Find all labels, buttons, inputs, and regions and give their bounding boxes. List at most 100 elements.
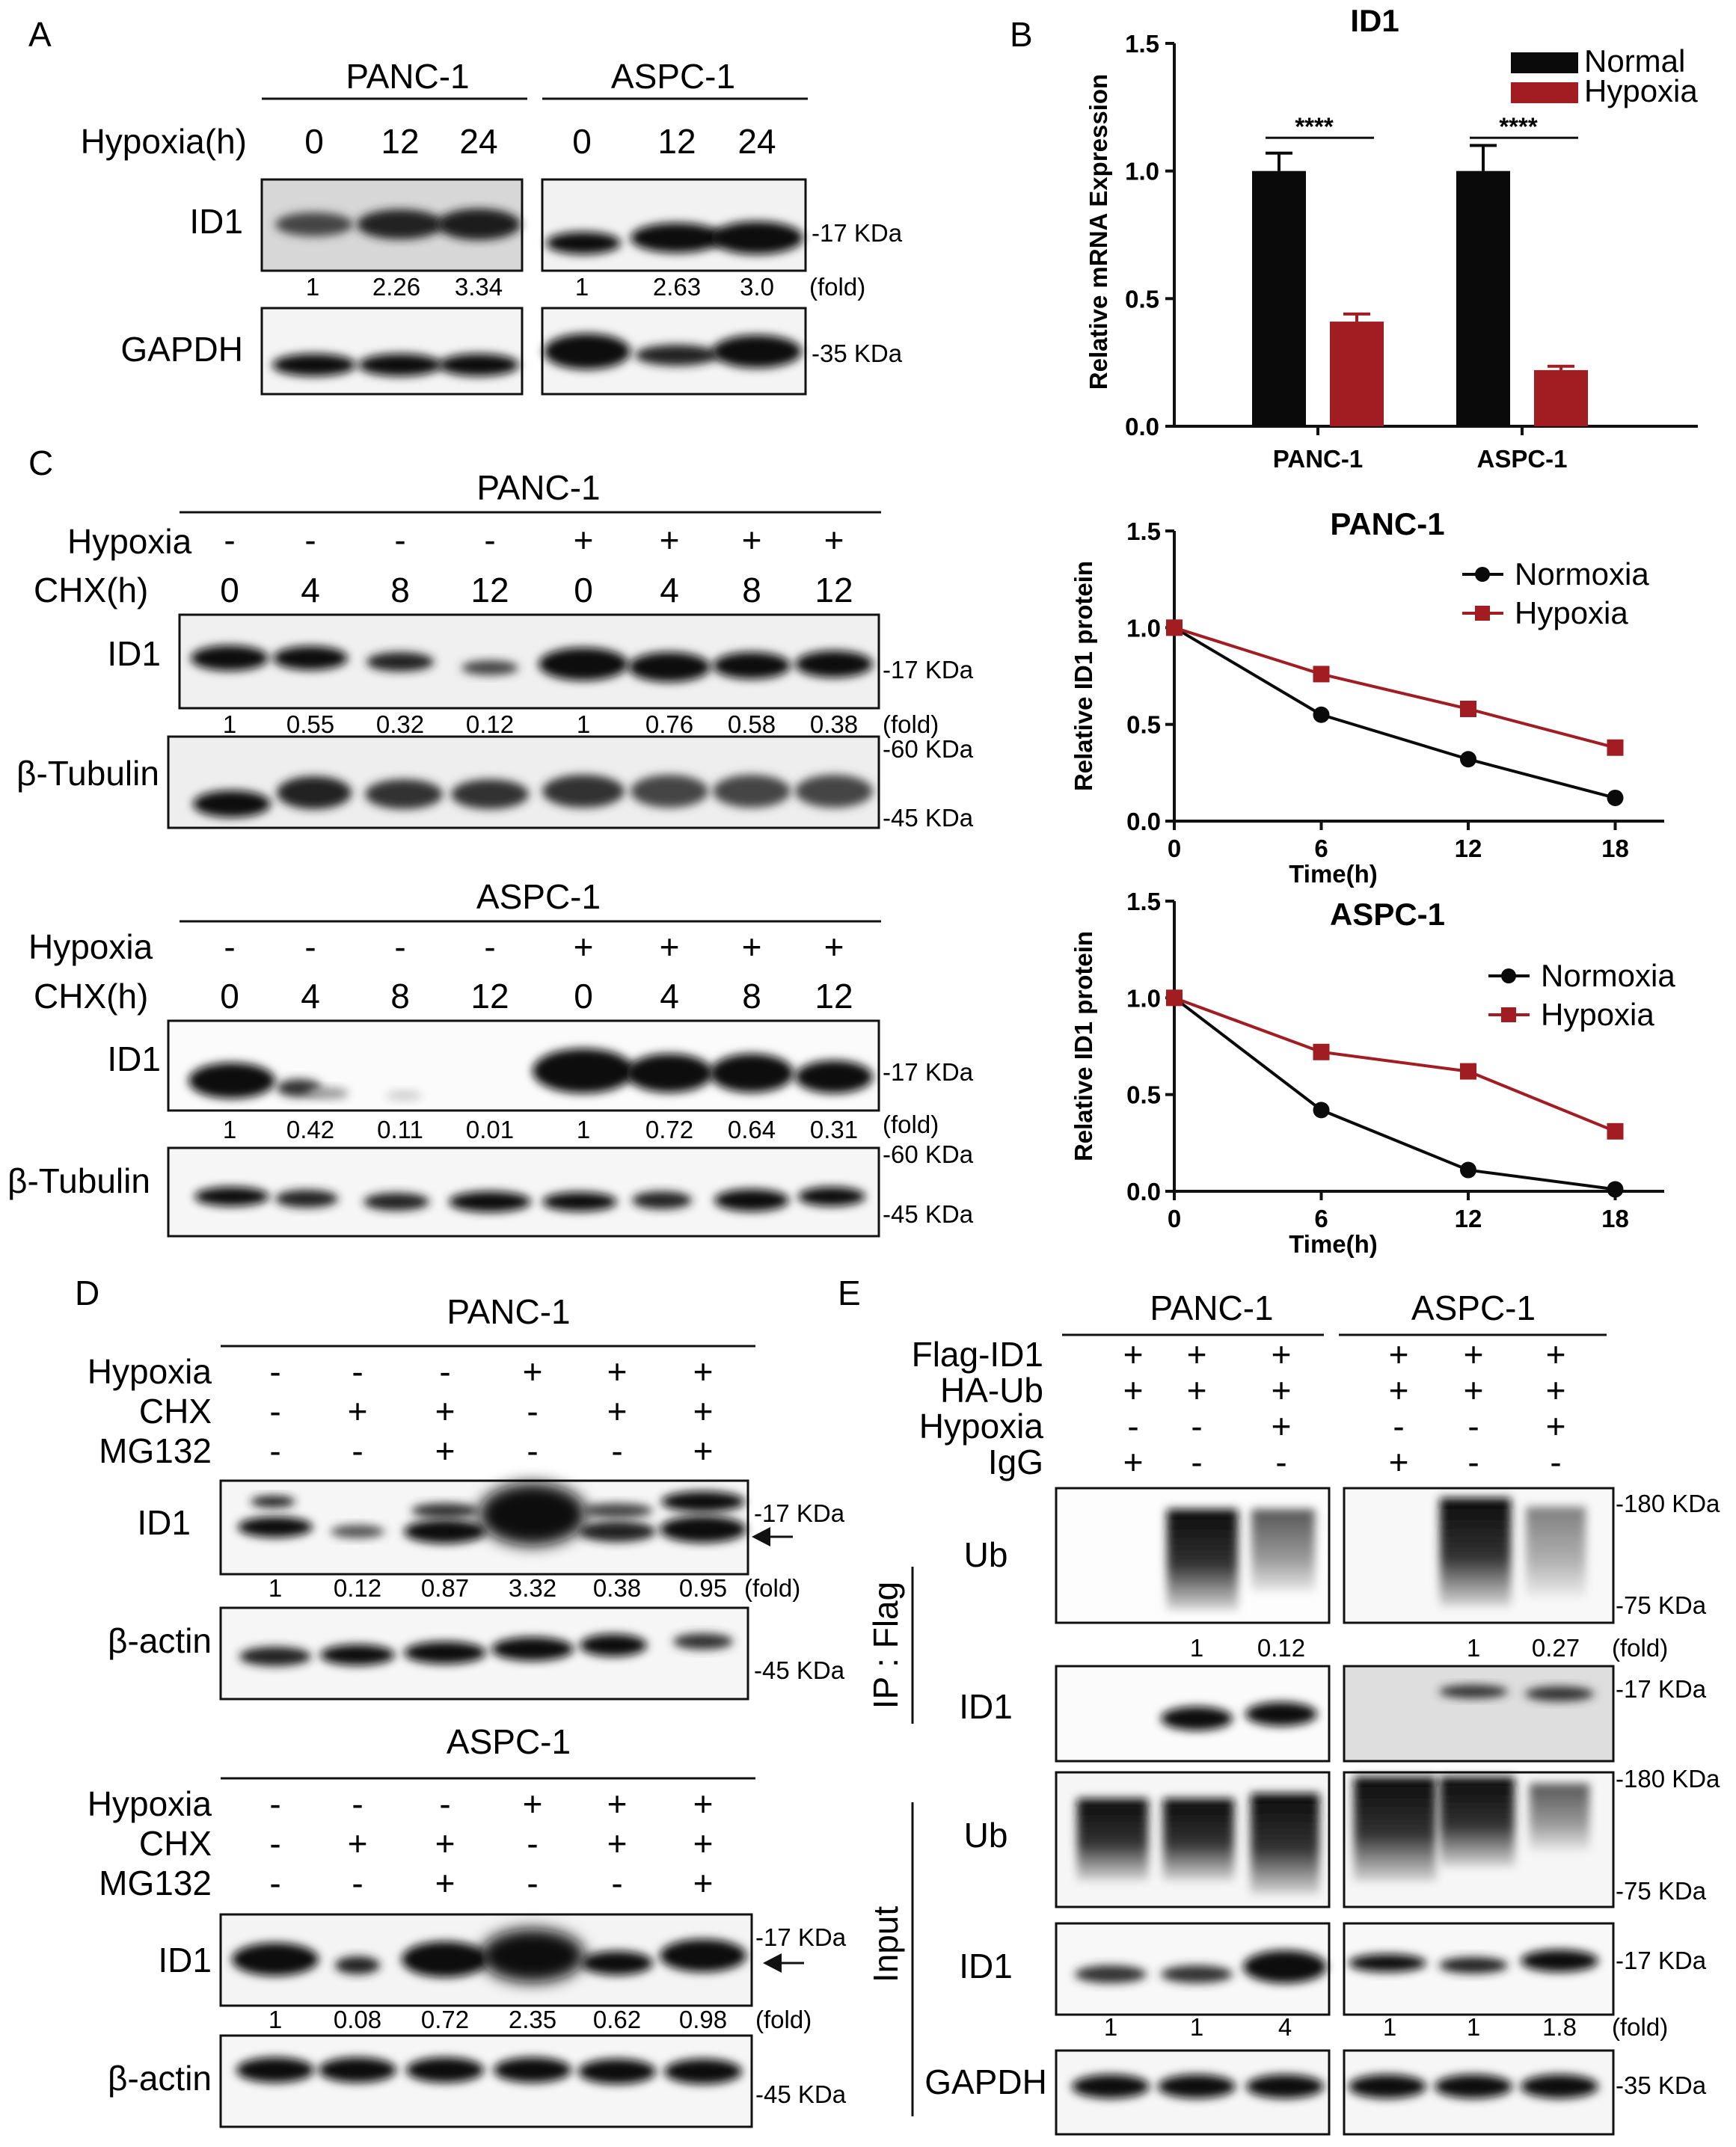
ip-fold-values: 1 0.12 1 0.27	[1190, 1634, 1580, 1662]
fold-value: 0.58	[728, 710, 776, 738]
treatment-label: MG132	[99, 1864, 212, 1902]
treatment-sign: +	[348, 1392, 368, 1431]
hypoxia-sign: -	[484, 927, 495, 966]
time-label: 12	[657, 122, 696, 161]
fold-unit: (fold)	[755, 2006, 812, 2033]
treatment-label: Hypoxia	[88, 1352, 212, 1391]
kda-marker: -17 KDa	[812, 219, 903, 247]
tubulin-blot	[167, 1146, 880, 1238]
hypoxia-sign: +	[742, 520, 762, 559]
data-point	[1460, 1063, 1476, 1080]
hypoxia-row-label: Hypoxia	[67, 522, 192, 561]
treatment-sign: -	[1467, 1443, 1479, 1481]
kda-marker: -45 KDa	[754, 1656, 845, 1684]
x-tick-label: 12	[1455, 1205, 1482, 1232]
cell-line-title: PANC-1	[1150, 1288, 1273, 1327]
fold-value: 0.08	[334, 2006, 381, 2033]
y-tick-label: 1.5	[1126, 888, 1161, 915]
treatment-sign: +	[1464, 1371, 1484, 1410]
fold-value: 1	[1190, 2013, 1203, 2041]
hypoxia-sign: +	[660, 520, 680, 559]
fold-value: 0.87	[421, 1574, 469, 1602]
treatment-sign: +	[1272, 1335, 1292, 1374]
kda-marker: -35 KDa	[812, 340, 903, 367]
chart-title: ASPC-1	[1330, 897, 1445, 932]
fold-unit: (fold)	[883, 710, 939, 738]
bar	[1252, 171, 1306, 426]
bar	[1534, 369, 1588, 426]
fold-value: 1	[223, 710, 236, 738]
treatment-sign: -	[1550, 1443, 1561, 1481]
fold-value: 0.32	[376, 710, 424, 738]
id1-blot	[167, 1019, 880, 1112]
id1-label: ID1	[137, 1503, 191, 1542]
id1-label: ID1	[107, 634, 161, 673]
treatment-sign: -	[352, 1864, 363, 1902]
input-ub-blot-left	[1055, 1771, 1331, 1908]
panel-a-cell-line-1: PANC-1	[346, 57, 469, 96]
data-point	[1460, 1161, 1476, 1179]
treatment-sign: -	[1191, 1443, 1202, 1481]
chx-time: 8	[742, 977, 761, 1016]
y-axis-label: Relative ID1 protein	[1070, 561, 1097, 791]
chart-title: PANC-1	[1330, 506, 1444, 541]
y-axis-label: Relative mRNA Expression	[1085, 74, 1112, 390]
treatment-label: HA-Ub	[940, 1371, 1043, 1410]
line-chart: ASPC-1 0.0 0.5 1.0 1.5 0 6 12 18 Time(h) Relative …	[1070, 888, 1675, 1258]
kda-marker: -45 KDa	[883, 804, 974, 832]
treatment-sign: +	[1123, 1443, 1144, 1481]
panel-c-letter: C	[28, 443, 53, 482]
ip-ub-blot-left	[1055, 1487, 1331, 1624]
panel-d-aspc1: ASPC-1 Hypoxia - - - + + +CHX - + + - + +MG132- - + - - +…	[88, 1722, 847, 2128]
data-point	[1313, 1102, 1330, 1119]
treatment-sign: +	[435, 1431, 456, 1470]
actin-blot	[219, 2034, 753, 2128]
treatment-sign: +	[1389, 1335, 1409, 1374]
treatment-sign: +	[1123, 1371, 1144, 1410]
time-label: 24	[737, 122, 776, 161]
treatment-sign: -	[527, 1824, 538, 1863]
treatment-sign: +	[1187, 1335, 1207, 1374]
kda-marker: -75 KDa	[1616, 1591, 1707, 1619]
kda-marker: -180 KDa	[1616, 1765, 1720, 1793]
treatment-sign: -	[269, 1864, 280, 1902]
chx-time: 12	[815, 571, 853, 609]
treatment-sign: -	[1275, 1443, 1286, 1481]
fold-value: 1	[269, 1574, 282, 1602]
kda-marker: -180 KDa	[1616, 1490, 1720, 1517]
time-label: 24	[459, 122, 497, 161]
ub-label: Ub	[964, 1535, 1008, 1574]
treatment-sign: -	[352, 1784, 363, 1823]
treatment-sign: +	[1389, 1443, 1409, 1481]
legend-marker	[1475, 606, 1490, 621]
hypoxia-sign: +	[742, 927, 762, 966]
panel-a-row-label: Hypoxia(h)	[81, 122, 247, 161]
chx-time: 0	[574, 977, 593, 1016]
chx-time: 8	[742, 571, 761, 609]
y-tick-label: 1.5	[1125, 30, 1159, 58]
panel-b-letter: B	[1010, 15, 1033, 54]
fold-values: 1 0.08 0.72 2.35 0.62 0.98	[269, 2006, 727, 2033]
data-point	[1607, 1181, 1624, 1198]
x-tick-label: 12	[1455, 835, 1482, 862]
panel-a-gapdh-blot-right	[541, 307, 807, 396]
tubulin-label: β-Tubulin	[16, 754, 159, 793]
treatment-sign: -	[269, 1352, 280, 1391]
kda-marker: -60 KDa	[883, 1140, 974, 1168]
data-point	[1313, 666, 1330, 683]
fold-values: 1 0.42 0.11 0.01 1 0.72 0.64 0.31	[223, 1116, 858, 1143]
treatment-label: Hypoxia	[919, 1407, 1044, 1446]
significance-label: ****	[1499, 112, 1538, 140]
treatment-sign: -	[352, 1431, 363, 1470]
treatment-sign: +	[607, 1824, 628, 1863]
bar	[1330, 322, 1384, 426]
bar-chart: 0.0 0.5 1.0 1.5 PANC-1 **** ASPC-1 **** NormalHy…	[1125, 30, 1698, 473]
panel-a-id1-blot-right	[541, 178, 807, 272]
panel-a-id1-blot-left	[260, 178, 524, 272]
input-ub-blot-right	[1343, 1771, 1615, 1908]
kda-marker: -17 KDa	[1616, 1947, 1707, 1974]
panel-d: D PANC-1 Hypoxia - - - + + +CHX - + + - + +MG132- - + -…	[75, 1274, 847, 2128]
cell-line-title: PANC-1	[447, 1292, 570, 1331]
hypoxia-sign: +	[574, 520, 594, 559]
